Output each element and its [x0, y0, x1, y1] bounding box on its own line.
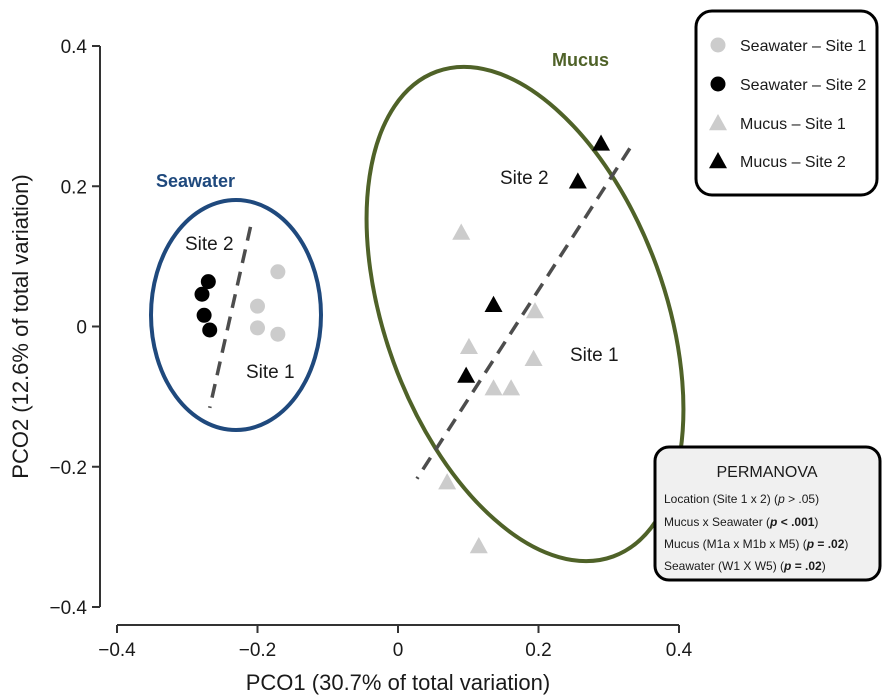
- x-tick-label: 0: [393, 640, 404, 661]
- data-point-series-2: [524, 349, 543, 366]
- y-axis-title: PCO2 (12.6% of total variation): [8, 174, 33, 478]
- data-point-series-2: [525, 302, 544, 319]
- legend-label-2: Mucus – Site 1: [740, 116, 846, 133]
- legend-box: [694, 9, 879, 197]
- mucus-site-divider: [415, 147, 632, 480]
- data-point-series-1: [196, 307, 212, 323]
- y-tick-label: −0.2: [49, 458, 87, 479]
- data-point-series-1: [194, 286, 210, 302]
- seawater-site1-label: Site 1: [246, 362, 295, 383]
- legend-label-1: Seawater – Site 2: [740, 77, 866, 94]
- data-point-series-0: [250, 298, 265, 314]
- axes: −0.4 −0.2 0 0.2 0.4 0.4 0.2 0 −0.2 −0.4 PCO1 (30.7…: [8, 37, 693, 695]
- data-point-series-2: [469, 536, 488, 554]
- seawater-title: Seawater: [156, 171, 235, 191]
- legend-marker-1: [710, 76, 726, 92]
- data-point-series-2: [452, 223, 471, 240]
- seawater-ellipse: [149, 198, 323, 432]
- permanova-box: PERMANOVA Location (Site 1 x 2) (p > .05…: [653, 445, 882, 582]
- data-point-series-2: [459, 337, 478, 355]
- site-dividers: [208, 147, 632, 480]
- y-tick-label: 0.4: [61, 37, 88, 58]
- y-tick-label: 0.2: [61, 177, 87, 198]
- y-tick-label: 0: [76, 318, 87, 339]
- legend-marker-3: [709, 152, 727, 169]
- x-tick-label: −0.4: [98, 640, 136, 661]
- data-point-series-3: [457, 366, 476, 383]
- permanova-line-3: Seawater (W1 X W5) (p = .02): [664, 559, 826, 573]
- data-points: [194, 134, 611, 554]
- mucus-title: Mucus: [552, 50, 609, 70]
- data-point-series-1: [200, 274, 216, 290]
- mucus-ellipse: [364, 64, 686, 564]
- permanova-line-1: Mucus x Seawater (p < .001): [664, 515, 818, 529]
- x-axis-title: PCO1 (30.7% of total variation): [246, 670, 550, 695]
- y-tick-label: −0.4: [49, 598, 87, 619]
- ellipses: [149, 64, 686, 564]
- data-point-series-2: [438, 473, 457, 490]
- permanova-frame: [653, 445, 882, 582]
- permanova-line-2: Mucus (M1a x M1b x M5) (p = .02): [664, 537, 848, 551]
- data-point-series-3: [484, 295, 503, 312]
- x-tick-label: −0.2: [239, 640, 277, 661]
- data-point-series-2: [484, 379, 503, 396]
- data-point-series-1: [202, 322, 218, 338]
- legend-label-3: Mucus – Site 2: [740, 154, 846, 171]
- data-point-series-0: [250, 320, 265, 336]
- data-point-series-0: [270, 264, 286, 280]
- permanova-line-0: Location (Site 1 x 2) (p > .05): [664, 492, 819, 506]
- legend: Seawater – Site 1 Seawater – Site 2 Mucus …: [694, 9, 879, 197]
- data-point-series-0: [270, 326, 286, 342]
- x-tick-label: 0.2: [525, 640, 551, 661]
- seawater-site2-label: Site 2: [185, 234, 234, 255]
- data-point-series-3: [592, 134, 611, 151]
- region-labels: Seawater Site 2 Site 1 Mucus Site 2 Site…: [156, 50, 619, 383]
- mucus-site1-label: Site 1: [570, 345, 619, 366]
- data-point-series-2: [502, 379, 521, 396]
- seawater-site-divider: [208, 226, 253, 409]
- legend-marker-2: [709, 114, 727, 131]
- legend-marker-0: [710, 37, 726, 53]
- x-tick-label: 0.4: [666, 640, 693, 661]
- permanova-title: PERMANOVA: [716, 464, 817, 481]
- mucus-site2-label: Site 2: [500, 168, 549, 189]
- legend-label-0: Seawater – Site 1: [740, 38, 866, 55]
- data-point-series-3: [568, 172, 587, 189]
